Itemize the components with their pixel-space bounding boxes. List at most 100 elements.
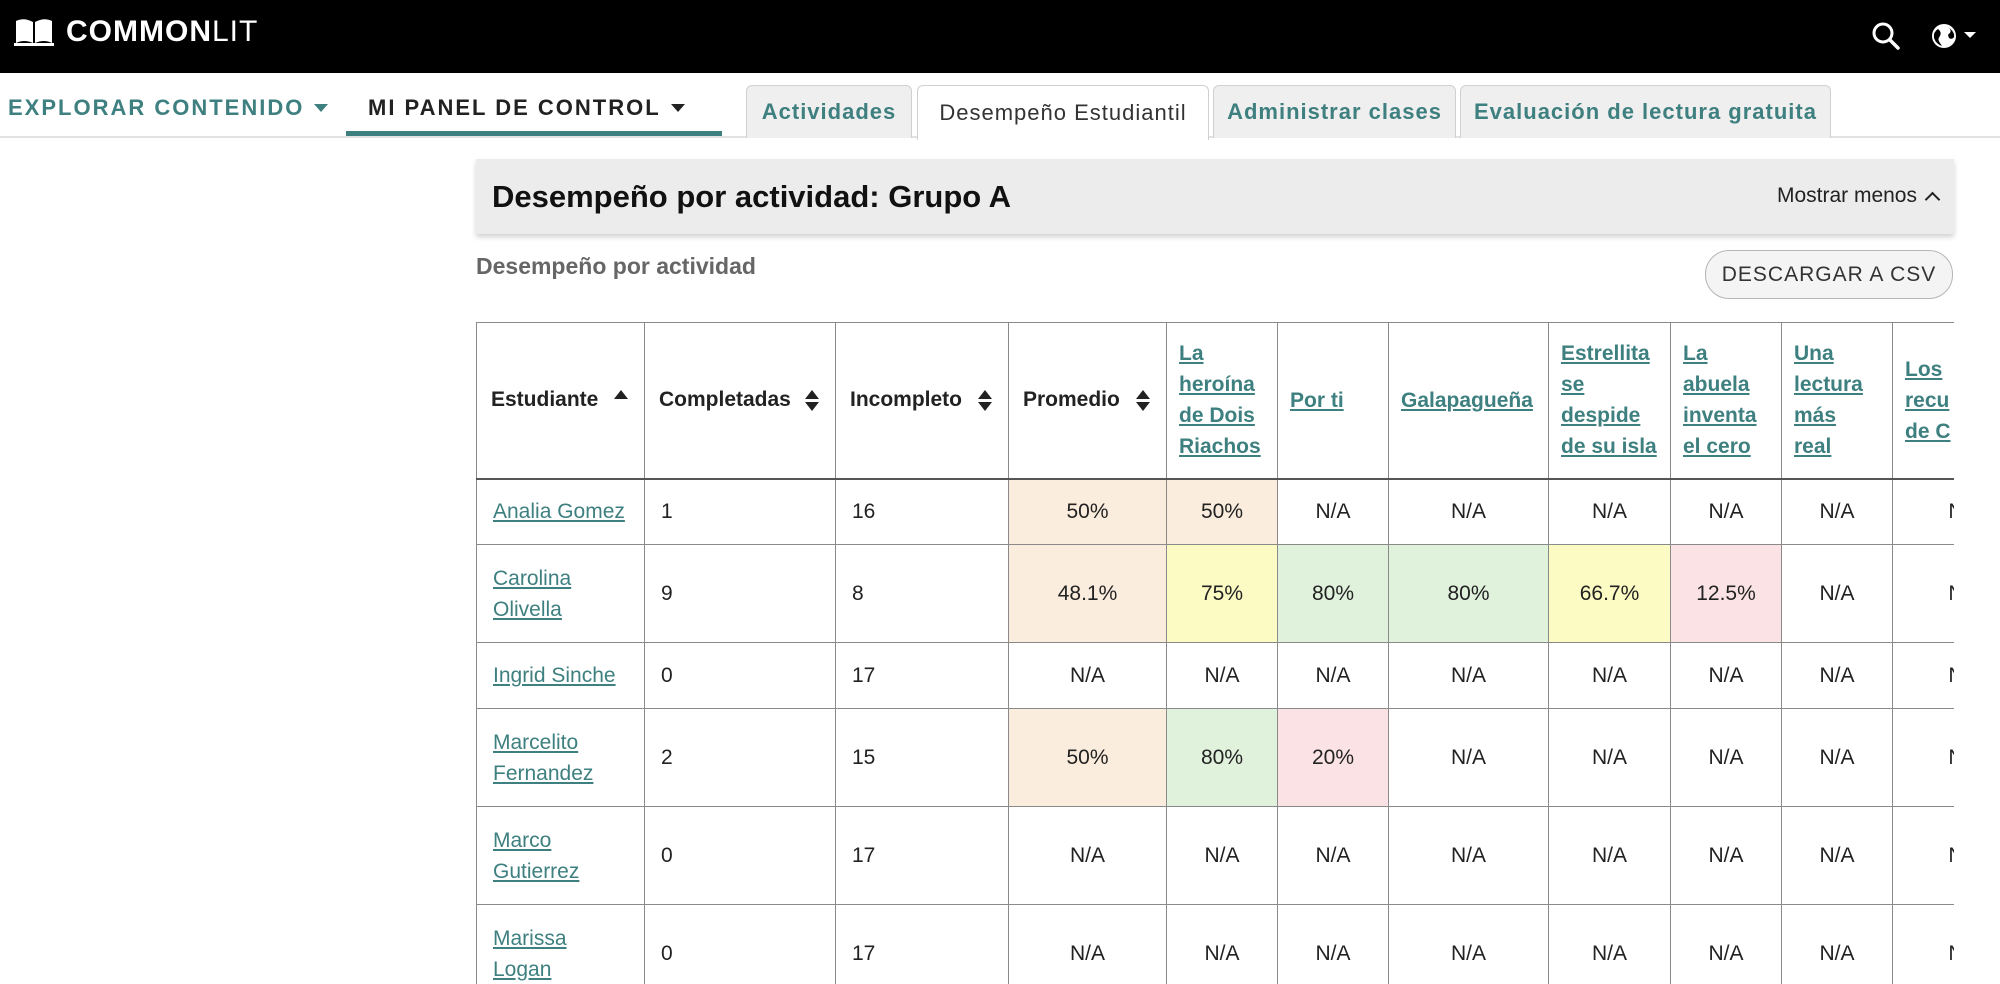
column-header-activity-link[interactable]: La heroína de Dois Riachos: [1166, 322, 1278, 480]
student-name-cell: Marissa Logan: [476, 904, 645, 984]
column-header-label[interactable]: inventa: [1683, 404, 1757, 428]
column-header-label[interactable]: lectura: [1794, 373, 1863, 397]
sort-icon: [978, 390, 992, 412]
incomplete-count-cell: 15: [835, 708, 1009, 807]
column-header-label[interactable]: heroína: [1179, 373, 1255, 397]
activity-score-cell: N/A: [1781, 478, 1893, 545]
column-header-label[interactable]: Por ti: [1290, 388, 1344, 412]
average-score-cell: N/A: [1008, 806, 1167, 905]
student-name-link[interactable]: Carolina Olivella: [493, 566, 572, 621]
table-row: Marcelito Fernandez 2 15 50% 80% 20% N/A N/A N/A N…: [476, 708, 1954, 807]
column-header-activity-link[interactable]: Estrellita se despide de su isla: [1548, 322, 1671, 480]
performance-table-container[interactable]: Estudiante Completadas Incompleto Promed…: [476, 322, 1954, 984]
activity-score-cell: 20%: [1277, 708, 1389, 807]
my-dashboard-menu[interactable]: MI PANEL DE CONTROL: [368, 93, 685, 123]
tab-student-performance[interactable]: Desempeño Estudiantil: [917, 85, 1209, 140]
student-name-link[interactable]: Marco Gutierrez: [493, 828, 580, 883]
column-header-label[interactable]: el cero: [1683, 435, 1751, 459]
sort-icon: [805, 390, 819, 412]
incomplete-count-cell: 17: [835, 642, 1009, 709]
column-header-label[interactable]: abuela: [1683, 373, 1750, 397]
completed-count-cell: 0: [644, 806, 836, 905]
column-header-completed[interactable]: Completadas: [644, 322, 836, 480]
column-header-label[interactable]: más: [1794, 404, 1837, 428]
student-name-link[interactable]: Analia Gomez: [493, 500, 625, 524]
explore-content-label: EXPLORAR CONTENIDO: [8, 95, 305, 120]
column-header-activity-link[interactable]: Galapagueña: [1388, 322, 1549, 480]
student-name-link[interactable]: Marcelito Fernandez: [493, 730, 594, 785]
completed-count-cell: 9: [644, 544, 836, 643]
column-header-label[interactable]: de C: [1905, 419, 1951, 443]
incomplete-count-cell: 16: [835, 478, 1009, 545]
column-header-label[interactable]: Riachos: [1179, 435, 1261, 459]
activity-score-cell: N: [1892, 708, 1954, 807]
column-header-activity-link[interactable]: Una lectura más real: [1781, 322, 1893, 480]
average-score-cell: 48.1%: [1008, 544, 1167, 643]
activity-score-cell: N/A: [1670, 708, 1782, 807]
activity-score-cell: N/A: [1781, 708, 1893, 807]
activity-score-cell: 80%: [1166, 708, 1278, 807]
activity-score-cell: N/A: [1277, 642, 1389, 709]
show-less-toggle[interactable]: Mostrar menos: [1777, 184, 1941, 208]
activity-score-cell: N: [1892, 904, 1954, 984]
column-header-incomplete[interactable]: Incompleto: [835, 322, 1009, 480]
column-header-label[interactable]: Galapagueña: [1401, 388, 1533, 412]
incomplete-count-cell: 8: [835, 544, 1009, 643]
activity-score-cell: 12.5%: [1670, 544, 1782, 643]
section-subtitle: Desempeño por actividad: [476, 253, 756, 279]
caret-down-icon: [670, 104, 685, 112]
column-header-label[interactable]: real: [1794, 435, 1832, 459]
globe-icon[interactable]: [1928, 20, 1960, 52]
chevron-down-icon[interactable]: [1962, 27, 1978, 43]
search-icon[interactable]: [1870, 20, 1902, 52]
incomplete-count-cell: 17: [835, 904, 1009, 984]
student-name-link[interactable]: Ingrid Sinche: [493, 664, 616, 687]
activity-score-cell: 80%: [1277, 544, 1389, 643]
brand-bold: COMMON: [66, 15, 212, 48]
activity-score-cell: 75%: [1166, 544, 1278, 643]
average-score-cell: N/A: [1008, 642, 1167, 709]
activity-score-cell: N/A: [1388, 708, 1549, 807]
sort-ascending-icon: [614, 390, 628, 412]
column-header-label[interactable]: Los: [1905, 357, 1943, 381]
average-score-cell: 50%: [1008, 708, 1167, 807]
column-header-label[interactable]: Estrellita: [1561, 342, 1650, 366]
column-header-activity-link[interactable]: La abuela inventa el cero: [1670, 322, 1782, 480]
activity-score-cell: N/A: [1388, 904, 1549, 984]
activity-score-cell: N/A: [1388, 642, 1549, 709]
download-csv-button[interactable]: DESCARGAR A CSV: [1705, 250, 1953, 299]
commonlit-logo[interactable]: COMMONLIT: [14, 14, 258, 50]
column-header-label[interactable]: se: [1561, 373, 1585, 397]
completed-count-cell: 0: [644, 642, 836, 709]
sort-icon: [1136, 390, 1150, 412]
student-name-link[interactable]: Marissa Logan: [493, 926, 567, 981]
column-header-average[interactable]: Promedio: [1008, 322, 1167, 480]
student-name-cell: Ingrid Sinche: [476, 642, 645, 709]
column-header-label[interactable]: despide: [1561, 404, 1641, 428]
column-header-student[interactable]: Estudiante: [476, 322, 645, 480]
activity-score-cell: N/A: [1670, 642, 1782, 709]
column-header-label[interactable]: Una: [1794, 342, 1834, 366]
student-name-cell: Marcelito Fernandez: [476, 708, 645, 807]
activity-score-cell: N/A: [1670, 904, 1782, 984]
column-header-label[interactable]: de Dois: [1179, 404, 1255, 428]
activity-score-cell: N/A: [1548, 806, 1671, 905]
column-header-label[interactable]: La: [1683, 342, 1708, 366]
column-header-activity-link[interactable]: Por ti: [1277, 322, 1389, 480]
activity-score-cell: N/A: [1166, 642, 1278, 709]
column-header-label: Incompleto: [850, 388, 963, 412]
explore-content-menu[interactable]: EXPLORAR CONTENIDO: [8, 93, 329, 123]
column-header-label: Estudiante: [491, 388, 599, 412]
column-header-activity-link[interactable]: Los recu de C: [1892, 322, 1954, 480]
tab-manage-classes[interactable]: Administrar clases: [1213, 85, 1456, 138]
activity-score-cell: N/A: [1781, 904, 1893, 984]
brand-light: LIT: [211, 15, 259, 48]
tab-activities[interactable]: Actividades: [746, 85, 912, 138]
column-header-label[interactable]: recu: [1905, 388, 1950, 412]
tab-free-reading-assessment[interactable]: Evaluación de lectura gratuita: [1460, 85, 1831, 138]
column-header-label[interactable]: La: [1179, 342, 1204, 366]
activity-score-cell: 50%: [1166, 478, 1278, 545]
column-header-label[interactable]: de su isla: [1561, 435, 1657, 459]
open-book-icon: [14, 19, 54, 46]
